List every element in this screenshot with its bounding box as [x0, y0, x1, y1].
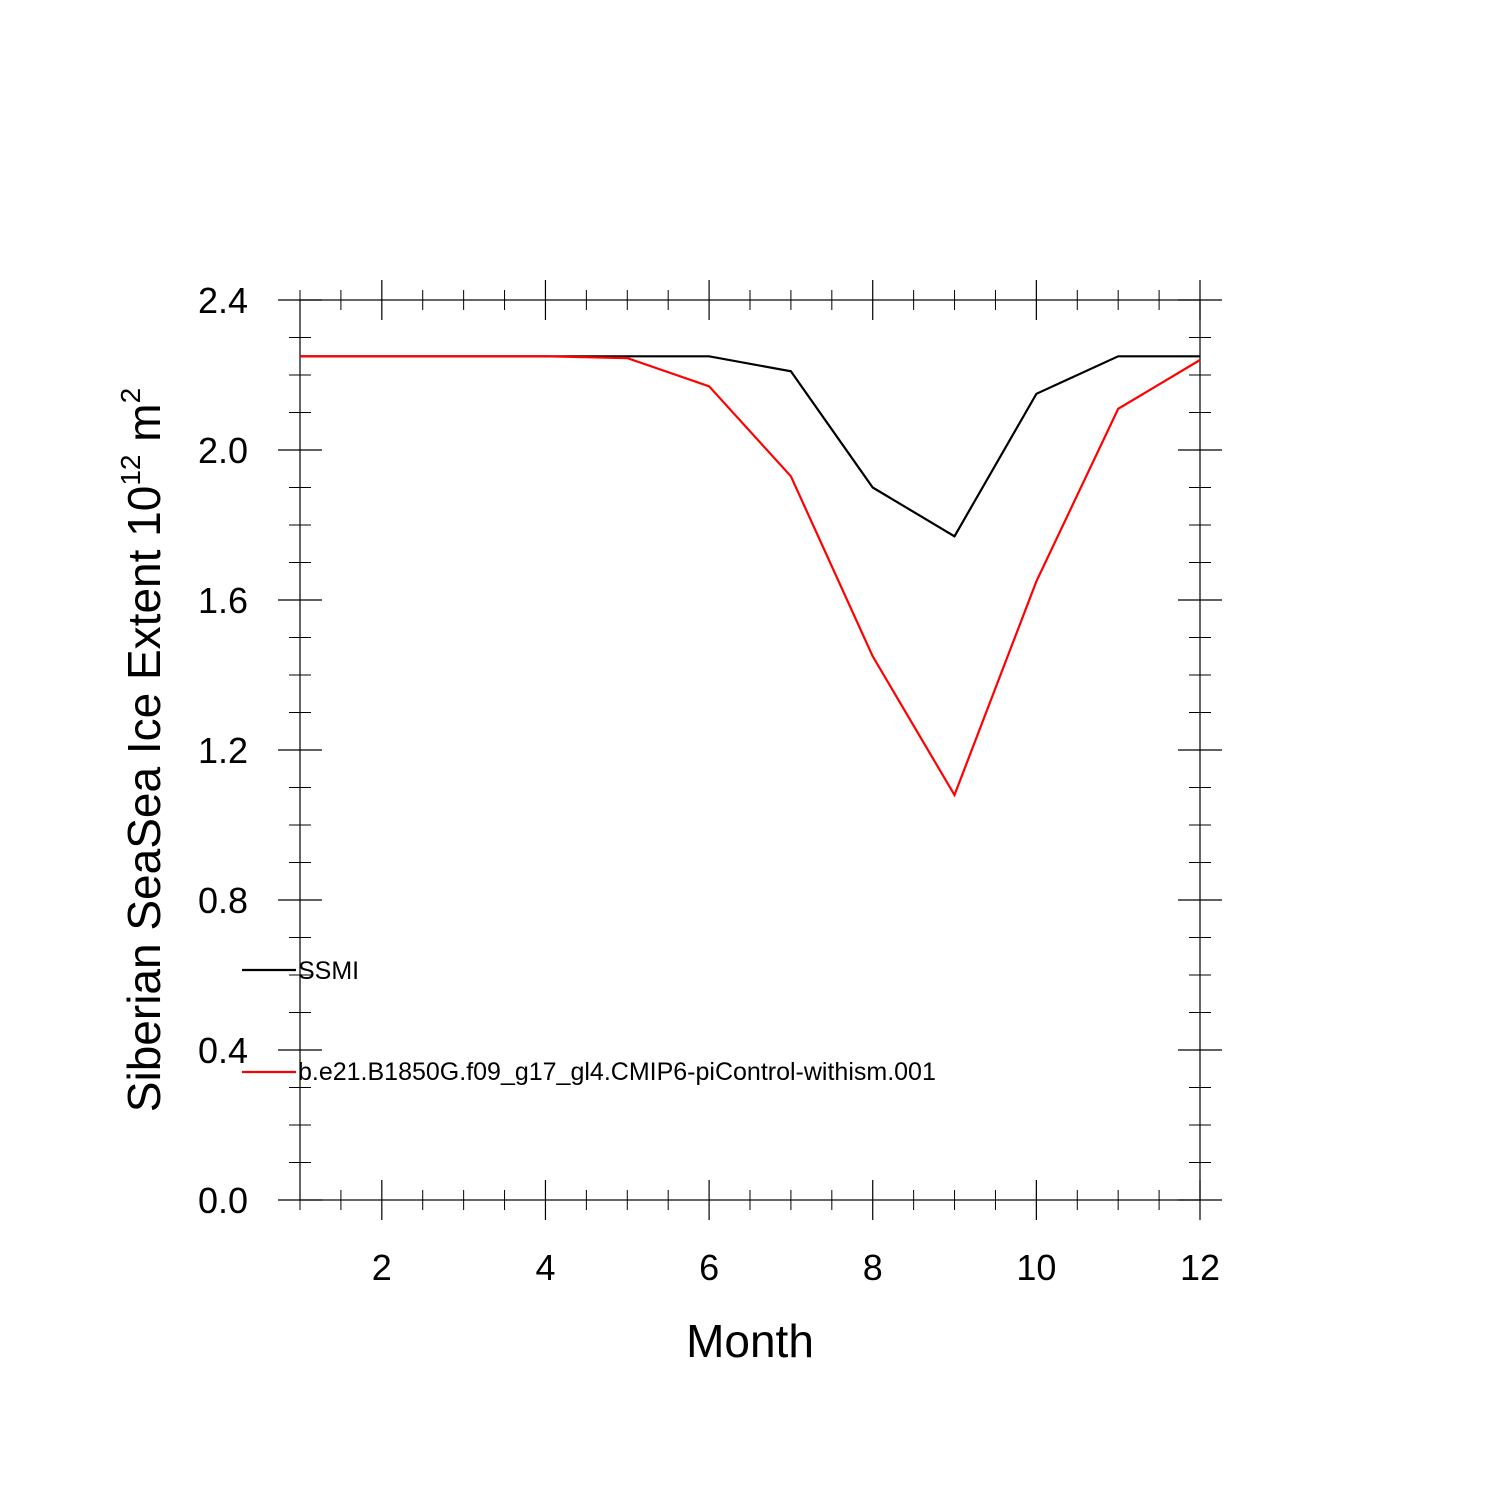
y-tick-label: 1.2 — [198, 730, 248, 771]
y-tick-label: 2.0 — [198, 430, 248, 471]
x-axis-title: Month — [686, 1315, 814, 1367]
x-tick-label: 10 — [1016, 1247, 1056, 1288]
y-axis-title-exponent-2: 2 — [115, 388, 146, 404]
y-tick-label: 0.0 — [198, 1180, 248, 1221]
y-tick-label: 0.4 — [198, 1030, 248, 1071]
plot-frame — [299, 299, 1201, 1201]
legend: SSMI b.e21.B1850G.f09_g17_gl4.CMIP6-piCo… — [242, 957, 936, 1086]
series-layer — [300, 355, 1201, 798]
x-tick-label: 2 — [372, 1247, 392, 1288]
legend-label-ssmi: SSMI — [298, 957, 359, 985]
y-tick-labels: 0.0 0.4 0.8 1.2 1.6 2.0 2.4 — [198, 280, 248, 1221]
y-tick-label: 2.4 — [198, 280, 248, 321]
series-line-ssmi — [300, 355, 1200, 538]
x-tick-label: 12 — [1180, 1247, 1220, 1288]
y-axis-title-unit: m — [118, 403, 170, 454]
y-tick-label: 1.6 — [198, 580, 248, 621]
legend-label-model-run: b.e21.B1850G.f09_g17_gl4.CMIP6-piControl… — [298, 1058, 936, 1086]
x-tick-labels: 2 4 6 8 10 12 — [372, 1247, 1220, 1288]
y-tick-label: 0.8 — [198, 880, 248, 921]
x-tick-label: 8 — [863, 1247, 883, 1288]
y-axis-title-main: Siberian SeaSea Ice Extent 10 — [118, 486, 170, 1113]
x-tick-label: 6 — [699, 1247, 719, 1288]
x-tick-label: 4 — [535, 1247, 555, 1288]
y-axis-title: Siberian SeaSea Ice Extent 1012 m2 — [115, 388, 170, 1112]
series-line-model-run — [300, 355, 1201, 798]
y-axis-title-exponent-1: 12 — [115, 455, 146, 486]
